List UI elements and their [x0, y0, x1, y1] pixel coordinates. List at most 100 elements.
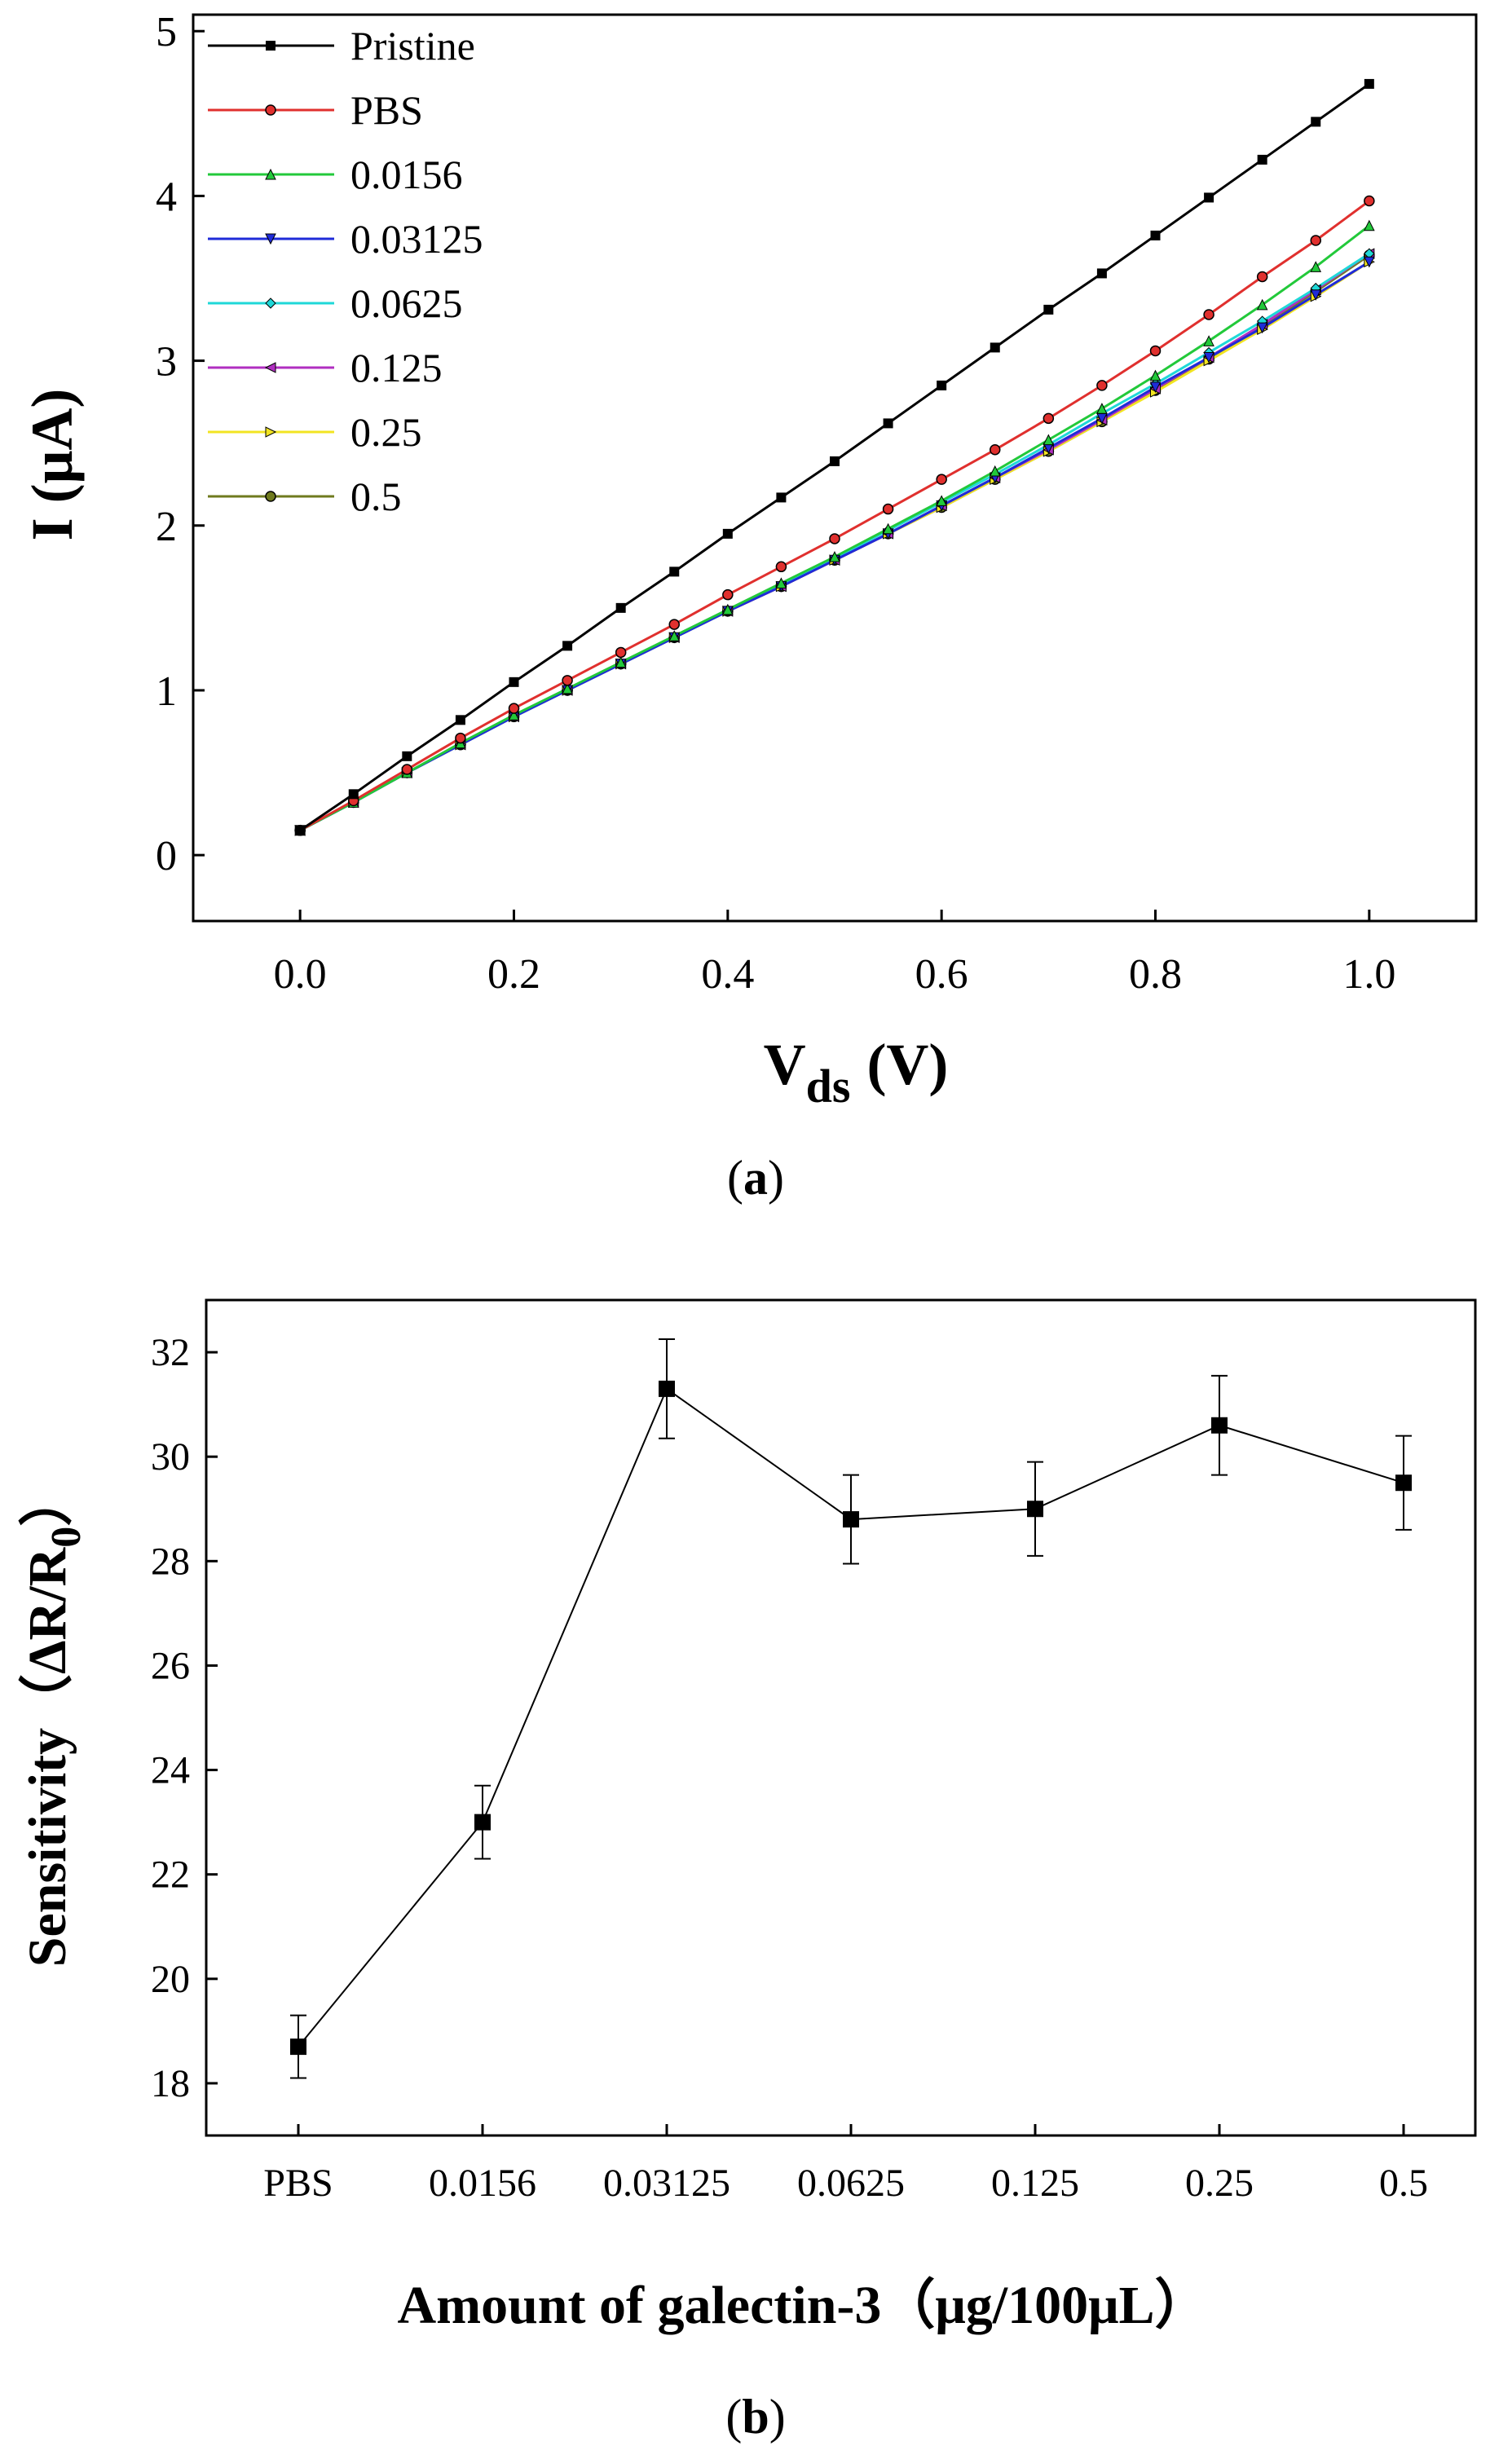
legend-label-PBS: PBS	[350, 87, 423, 133]
legend-label-0.0156: 0.0156	[350, 152, 463, 197]
data-point-Pristine	[615, 602, 626, 613]
data-point-0.03125	[1203, 352, 1214, 364]
y-axis-a: 0 1 2 3 4 5	[156, 9, 205, 879]
y-tick-label-a: 5	[156, 9, 177, 55]
error-bars-b	[290, 1338, 1412, 2079]
data-point-0.03125	[1364, 256, 1375, 268]
x-axis-label-a-unit: (V)	[866, 1032, 948, 1097]
data-point-Pristine	[669, 566, 680, 577]
x-tick-label-a: 0.6	[915, 951, 968, 998]
y-tick-label-b: 26	[151, 1644, 190, 1687]
legend-marker-0.0156	[265, 168, 276, 180]
data-point-0.0156	[1256, 298, 1268, 311]
x-tick-label-b: 0.125	[991, 2162, 1079, 2205]
data-point-Pristine	[830, 456, 840, 466]
x-tick-label-b: 0.5	[1379, 2162, 1428, 2205]
plot-area-frame-b	[205, 1298, 1477, 2137]
data-point-Pristine	[1364, 78, 1374, 89]
y-tick-label-b: 30	[151, 1435, 190, 1479]
y-tick-label-a: 0	[156, 833, 177, 879]
x-axis-b: PBS 0.0156 0.03125 0.0625 0.125 0.25 0.5	[263, 2124, 1428, 2205]
legend-label-0.5: 0.5	[350, 474, 402, 519]
data-point-0.03125	[1256, 322, 1268, 334]
y-tick-label-b: 28	[151, 1540, 190, 1583]
data-point-sensitivity	[1211, 1417, 1228, 1434]
data-point-0.0156	[1364, 219, 1375, 231]
legend-a: Pristine PBS 0.0156 0.03125 0.0625 0.125 0.25 0…	[208, 23, 483, 519]
data-point-PBS	[1043, 412, 1055, 425]
data-point-Pristine	[1150, 230, 1161, 240]
data-point-sensitivity	[1027, 1501, 1043, 1518]
data-point-Pristine	[455, 715, 465, 725]
x-tick-label-b: 0.0156	[429, 2162, 536, 2205]
data-point-PBS	[615, 646, 627, 659]
data-point-PBS	[401, 764, 413, 775]
legend-label-0.03125: 0.03125	[350, 216, 483, 262]
data-point-0.0156	[562, 682, 573, 694]
data-point-PBS	[668, 619, 680, 630]
data-point-PBS	[1256, 271, 1268, 283]
data-point-0.0156	[1096, 403, 1108, 414]
data-point-Pristine	[348, 789, 359, 800]
y-tick-label-b: 20	[151, 1958, 190, 2001]
x-tick-label-b: 0.25	[1185, 2162, 1254, 2205]
data-point-PBS	[562, 675, 573, 686]
data-point-PBS	[936, 474, 947, 485]
y-tick-label-b: 24	[151, 1749, 190, 1792]
y-axis-label-b: Sensitivity（ΔR/R0）	[17, 1473, 90, 1967]
y-tick-label-a: 1	[156, 668, 177, 715]
panel-a-chart: 0 1 2 3 4 5 0.0 0.2 0.4 0.6 0.8 1.0 Pristine PBS 0.0…	[20, 9, 1478, 1205]
data-point-sensitivity	[659, 1380, 675, 1397]
x-tick-label-b: 0.03125	[603, 2162, 730, 2205]
data-point-Pristine	[562, 641, 573, 651]
legend-label-0.25: 0.25	[350, 409, 422, 455]
panel-label-b: (b)	[725, 2390, 785, 2444]
panel-label-a: (a)	[727, 1151, 784, 1205]
data-point-Pristine	[776, 492, 787, 503]
legend-label-0.125: 0.125	[350, 345, 443, 390]
panel-letter-a: a	[743, 1151, 768, 1205]
legend-marker-0.03125	[265, 233, 276, 245]
data-point-PBS	[508, 703, 520, 714]
data-point-Pristine	[1311, 117, 1321, 127]
data-point-PBS	[1149, 345, 1162, 357]
data-point-PBS	[1203, 309, 1214, 320]
data-point-Pristine	[1043, 304, 1054, 315]
data-point-PBS	[1096, 380, 1108, 391]
x-tick-label-a: 0.4	[701, 951, 754, 998]
x-axis-label-a-sub: ds	[806, 1060, 851, 1113]
data-point-Pristine	[990, 342, 1000, 353]
data-point-0.0156	[936, 495, 947, 506]
x-tick-label-b: 0.0625	[797, 2162, 905, 2205]
plot-area-frame-a	[192, 13, 1478, 923]
legend-marker-0.125	[264, 362, 276, 373]
legend-label-0.0625: 0.0625	[350, 280, 463, 326]
x-tick-label-a: 0.8	[1129, 951, 1182, 998]
x-axis-a: 0.0 0.2 0.4 0.6 0.8 1.0	[274, 910, 1395, 998]
data-point-sensitivity	[290, 2038, 306, 2056]
data-point-0.0156	[508, 709, 520, 721]
data-point-Pristine	[1257, 154, 1267, 165]
data-point-0.0156	[989, 465, 1001, 477]
data-point-0.03125	[1310, 289, 1322, 301]
data-point-PBS	[775, 561, 787, 573]
data-point-0.0156	[882, 522, 894, 535]
data-point-Pristine	[937, 380, 947, 390]
data-point-Pristine	[402, 751, 412, 761]
data-point-PBS	[990, 444, 1001, 456]
data-point-0.0156	[1149, 369, 1162, 381]
y-axis-label-b-close: ）	[17, 1473, 77, 1527]
data-point-PBS	[455, 732, 466, 744]
data-point-sensitivity	[843, 1511, 859, 1528]
x-tick-label-a: 0.2	[487, 951, 540, 998]
y-tick-label-b: 32	[151, 1331, 190, 1374]
legend-marker-0.25	[265, 426, 277, 438]
y-axis-b: 18 20 22 24 26 28 30 32	[151, 1331, 218, 2105]
data-point-PBS	[722, 588, 734, 601]
data-point-PBS	[1364, 195, 1375, 207]
data-point-0.0156	[722, 603, 734, 615]
data-point-0.03125	[1149, 381, 1162, 394]
data-point-sensitivity	[474, 1814, 491, 1831]
data-point-0.0156	[668, 630, 681, 641]
